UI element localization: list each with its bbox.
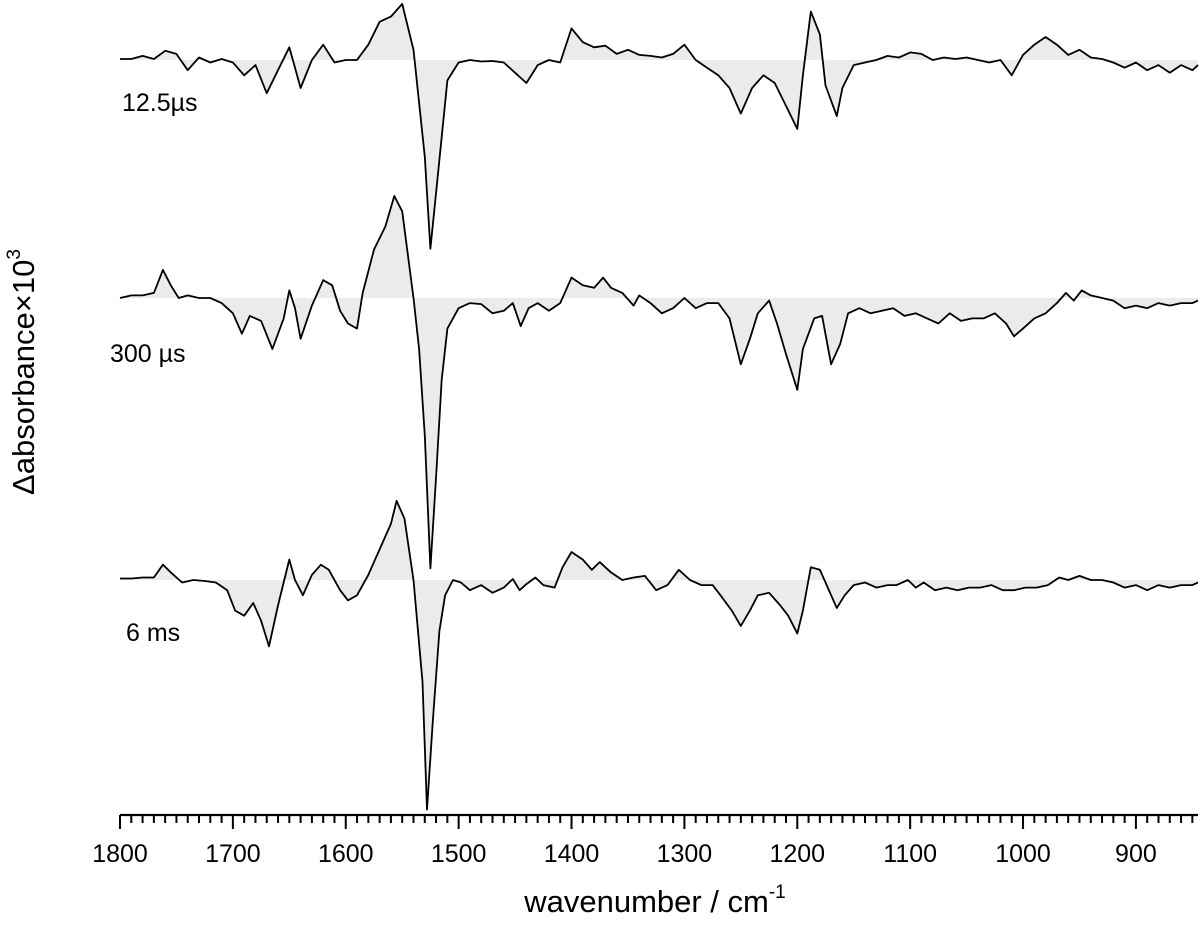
- x-tick-label: 1600: [318, 840, 374, 868]
- x-tick-label: 1800: [92, 840, 148, 868]
- series-fill-1: [120, 3, 1198, 249]
- x-tick-label: 1200: [769, 840, 825, 868]
- x-tick-label: 1000: [995, 840, 1051, 868]
- y-axis-title-text: Δabsorbance×10: [6, 260, 41, 495]
- x-tick-label: 1700: [205, 840, 261, 868]
- series-line-2: [119, 195, 1199, 570]
- x-tick-label: 1300: [657, 840, 713, 868]
- series-label-3: 6 ms: [126, 619, 180, 647]
- y-axis-title: Δabsorbance×103: [4, 249, 41, 495]
- x-axis-ticks: 1800 1700 1600 1500 1400 1300 1200 1100 1000 900: [92, 815, 1194, 868]
- y-axis-title-superscript: 3: [4, 249, 25, 260]
- x-axis-title-text: wavenumber / cm: [523, 884, 769, 919]
- x-axis-title: wavenumber / cm-1: [523, 882, 786, 919]
- series-line-3: [120, 500, 1199, 811]
- x-tick-label: 900: [1115, 840, 1157, 868]
- x-tick-label: 1400: [544, 840, 600, 868]
- series-label-2: 300 µs: [110, 340, 186, 368]
- x-axis: 1800 1700 1600 1500 1400 1300 1200 1100 1000 900: [92, 813, 1198, 868]
- x-axis-title-superscript: -1: [769, 882, 786, 903]
- series-line-1: [120, 3, 1199, 250]
- traces-group: 12.5µs 300 µs 6 ms: [110, 3, 1199, 811]
- x-tick-label: 1500: [431, 840, 487, 868]
- series-label-1: 12.5µs: [122, 89, 198, 117]
- series-fill-2: [120, 196, 1198, 569]
- x-tick-label: 1100: [883, 840, 937, 868]
- series-fill-3: [120, 500, 1198, 810]
